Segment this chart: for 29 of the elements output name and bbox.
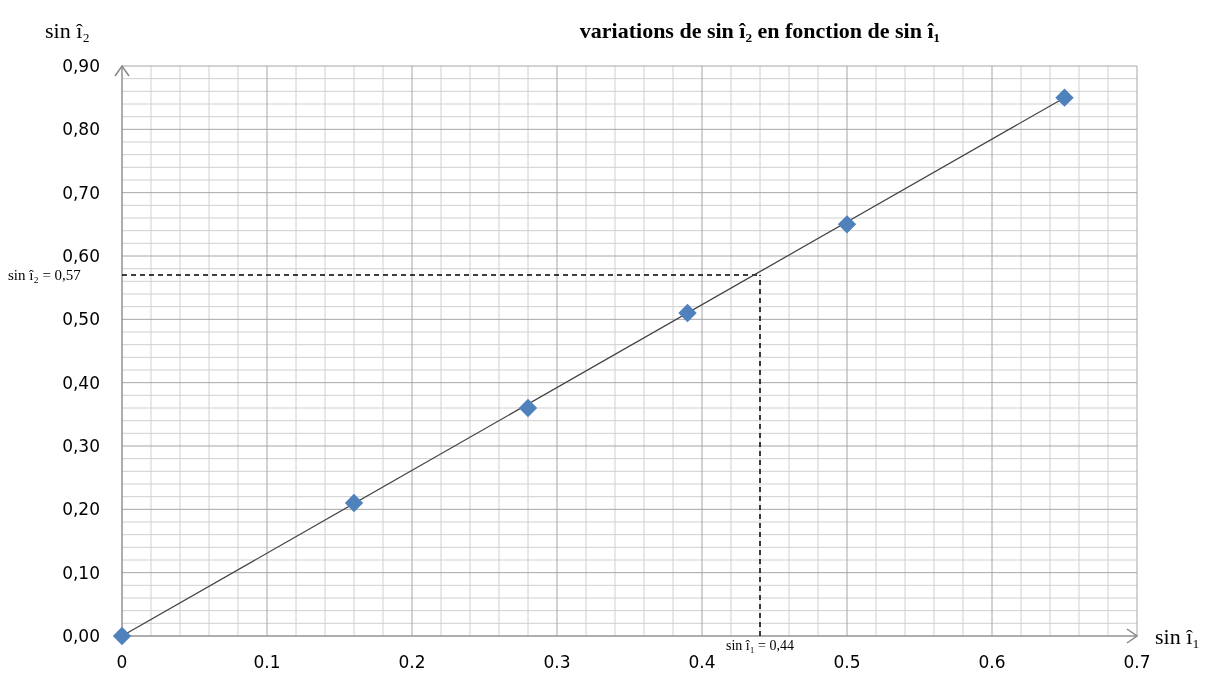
y-tick-label: 0,00 [62,626,100,646]
y-tick-label: 0,70 [62,182,100,203]
point [518,398,538,418]
chart-title: variations de sin î₂ en fonction de sin î₁ [579,18,941,43]
x-tick-label: 0.1 [253,652,281,672]
point [837,215,857,234]
x-tick-label: 0.3 [543,652,571,672]
x-tick-label: 0.7 [1123,652,1151,672]
ref-line-label: sin î₁ = 0,44 [725,638,795,653]
point [678,303,697,323]
x-tick-label: 0.2 [398,652,426,672]
y-tick-label: 0,50 [62,309,100,330]
y-axis-title: sin î₂ [45,18,90,43]
point [1055,88,1074,107]
y-tick-label: 0,80 [62,119,100,140]
point [344,493,364,513]
x-tick-label: 0.5 [833,652,861,672]
y-tick-label: 0,60 [62,246,100,266]
y-tick-label: 0,10 [62,562,100,583]
y-tick-label: 0,20 [62,499,100,520]
x-tick-label: 0.6 [978,652,1006,672]
y-tick-label: 0,90 [62,56,100,76]
y-tick-label: 0,30 [62,436,100,456]
x-tick-label: 0.4 [688,652,716,672]
x-tick-label: 0 [116,652,128,672]
point [112,626,132,646]
ref-line-label: sin î₂ = 0,57 [8,267,82,283]
x-axis-title: sin î₁ [1155,624,1200,649]
y-tick-label: 0,40 [62,372,100,393]
